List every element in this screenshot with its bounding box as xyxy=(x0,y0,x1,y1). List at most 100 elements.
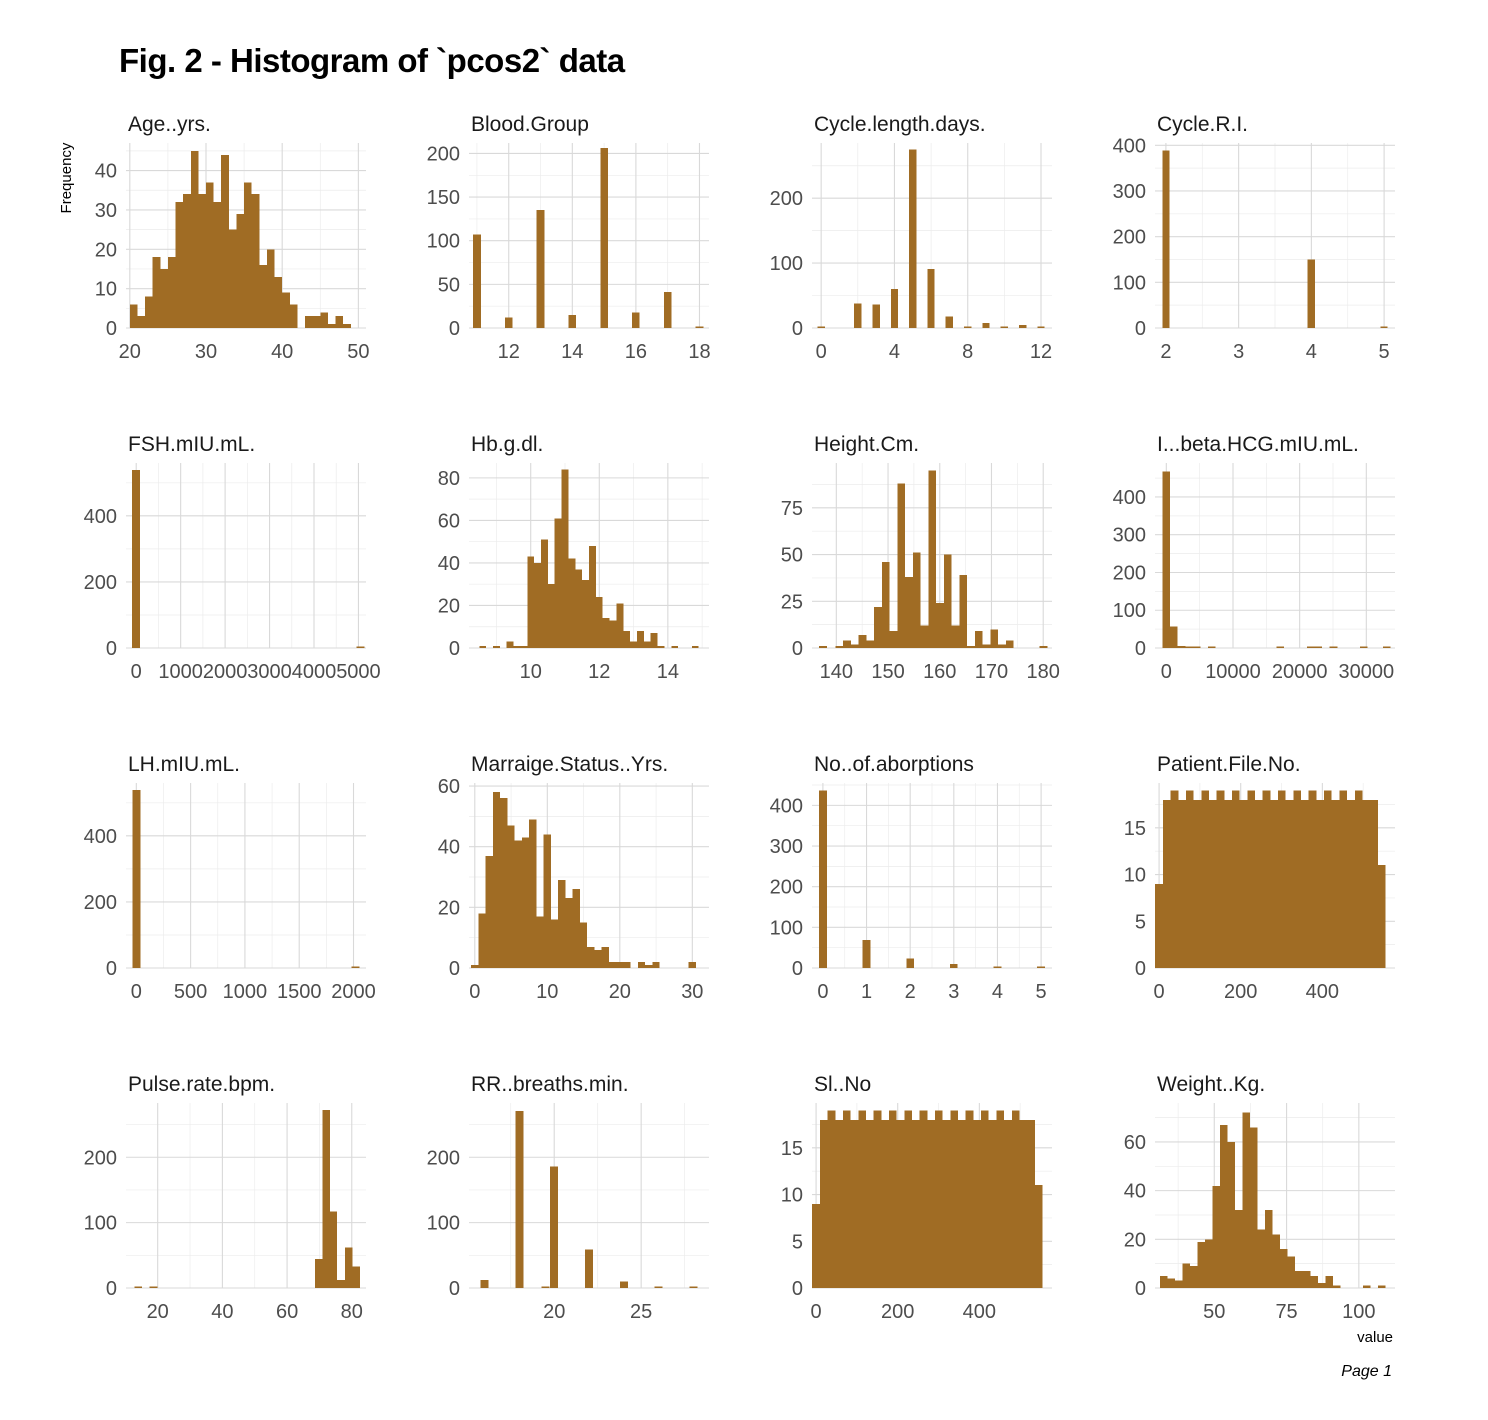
histogram-bar xyxy=(862,939,871,968)
histogram-bar xyxy=(854,303,862,328)
histogram-bar xyxy=(835,646,844,648)
histogram-bar xyxy=(835,1119,843,1288)
histogram-bar xyxy=(637,961,646,968)
histogram-bar xyxy=(312,316,321,328)
histogram-bar xyxy=(1247,790,1255,968)
histogram-bar xyxy=(988,1119,997,1288)
histogram-panel: Blood.Group 0 50 100 150 200 12 14 16 18 xyxy=(427,113,711,363)
histogram-bar xyxy=(228,229,237,328)
y-tick-label: 100 xyxy=(1113,600,1146,622)
histogram-bar xyxy=(536,210,545,328)
histogram-bar xyxy=(1242,1112,1251,1288)
histogram-bar xyxy=(221,154,229,328)
x-tick-label: 10 xyxy=(520,661,542,683)
y-tick-label: 40 xyxy=(1124,1181,1146,1203)
histogram-bar xyxy=(568,558,576,648)
histogram-bar xyxy=(890,289,899,328)
x-tick-label: 10000 xyxy=(1205,661,1261,683)
histogram-bar xyxy=(905,576,913,648)
y-tick-label: 200 xyxy=(770,188,803,210)
histogram-bar xyxy=(1159,1275,1168,1288)
histogram-bar xyxy=(1212,1185,1221,1288)
y-tick-label: 80 xyxy=(438,468,460,490)
histogram-bar xyxy=(529,819,537,968)
y-tick-label: 5 xyxy=(792,1231,803,1253)
histogram-bar xyxy=(1331,799,1340,968)
x-tick-label: 1000 xyxy=(158,661,203,683)
x-tick-label: 3 xyxy=(948,981,959,1003)
histogram-bar xyxy=(1039,646,1048,648)
histogram-bar xyxy=(1310,1275,1318,1288)
x-tick-label: 14 xyxy=(561,341,583,363)
histogram-bar xyxy=(480,1280,489,1288)
histogram-bar xyxy=(601,946,609,968)
x-tick-label: 160 xyxy=(923,661,956,683)
histogram-panel: Height.Cm. 0 25 50 75 140 150 160 170 180 xyxy=(781,433,1060,683)
histogram-bar xyxy=(1220,1124,1228,1288)
histogram-bar xyxy=(514,840,522,968)
x-tick-label: 4 xyxy=(992,981,1003,1003)
histogram-bar xyxy=(513,645,521,648)
histogram-panel: No..of.aborptions 0 100 200 300 400 0 1 2 3 4 5 xyxy=(770,753,1052,1003)
x-tick-label: 200 xyxy=(1224,981,1257,1003)
histogram-bar xyxy=(335,316,344,328)
histogram-bar xyxy=(132,789,141,968)
histogram-panel: Hb.g.dl. 0 20 40 60 80 10 12 14 xyxy=(438,433,709,683)
x-tick-label: 12 xyxy=(588,661,610,683)
histogram-bar xyxy=(492,792,501,968)
histogram-bar xyxy=(266,249,275,328)
histogram-bar xyxy=(1362,799,1371,968)
histogram-panel: Age..yrs. 0 10 20 30 40 20 30 40 50 xyxy=(95,113,370,363)
x-tick-label: 100 xyxy=(1342,1301,1375,1323)
histogram-bar xyxy=(520,645,528,648)
x-tick-label: 5000 xyxy=(336,661,381,683)
histogram-bar xyxy=(1250,1127,1258,1288)
histogram-bar xyxy=(935,1110,943,1288)
x-tick-label: 10 xyxy=(536,981,558,1003)
histogram-bar xyxy=(881,562,890,648)
histogram-bar xyxy=(534,562,541,648)
y-tick-label: 40 xyxy=(438,553,460,575)
y-tick-label: 0 xyxy=(449,318,460,340)
x-tick-label: 3 xyxy=(1233,341,1244,363)
histogram-bar xyxy=(1201,790,1209,968)
y-tick-label: 300 xyxy=(1113,525,1146,547)
x-tick-label: 2 xyxy=(905,981,916,1003)
y-tick-label: 40 xyxy=(438,837,460,859)
y-tick-label: 100 xyxy=(84,1213,117,1235)
x-tick-label: 2 xyxy=(1160,341,1171,363)
histogram-bar xyxy=(896,1119,905,1288)
histogram-bar xyxy=(819,1119,828,1288)
histogram-bar xyxy=(671,645,679,648)
histogram-bar xyxy=(959,575,968,648)
x-tick-label: 18 xyxy=(688,341,710,363)
histogram-panel: LH.mIU.mL. 0 200 400 0 500 1000 1500 2000 xyxy=(84,753,376,1003)
histogram-bar xyxy=(515,1110,524,1288)
histogram-bar xyxy=(827,1110,836,1288)
y-tick-label: 0 xyxy=(449,638,460,660)
y-tick-label: 0 xyxy=(106,318,117,340)
x-tick-label: 140 xyxy=(820,661,853,683)
histogram-bar xyxy=(1192,646,1201,648)
histogram-bar xyxy=(589,545,596,648)
histogram-bar xyxy=(688,961,696,968)
histogram-bar xyxy=(623,630,631,648)
histogram-bar xyxy=(897,483,906,648)
histogram-bar xyxy=(152,257,161,328)
panel-title: Height.Cm. xyxy=(814,433,919,456)
histogram-bar xyxy=(322,1110,330,1288)
histogram-panel: Weight..Kg. 0 20 40 60 50 75 100 xyxy=(1124,1073,1395,1323)
histogram-bar xyxy=(1293,790,1302,968)
histogram-bar xyxy=(1265,1210,1273,1288)
histogram-bar xyxy=(167,257,176,328)
y-tick-label: 0 xyxy=(106,1278,117,1300)
histogram-bar xyxy=(858,1110,866,1288)
y-tick-label: 0 xyxy=(1135,1278,1146,1300)
histogram-bar xyxy=(479,645,487,648)
y-tick-label: 200 xyxy=(770,877,803,899)
x-tick-label: 0 xyxy=(817,981,828,1003)
histogram-bar xyxy=(1370,799,1378,968)
y-tick-label: 300 xyxy=(770,836,803,858)
histogram-bar xyxy=(1377,865,1386,968)
